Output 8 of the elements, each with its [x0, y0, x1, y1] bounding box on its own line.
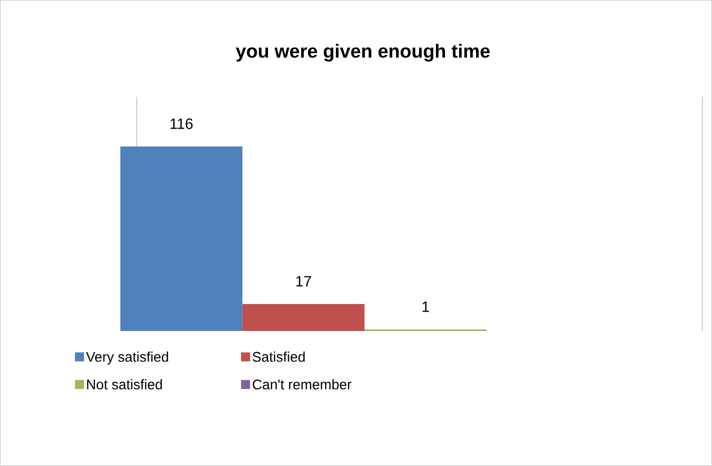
legend-label: Very satisfied [86, 352, 168, 365]
legend-label: Satisfied [252, 352, 305, 362]
data-label: 17 [296, 276, 312, 287]
data-label: 1 [422, 302, 429, 312]
legend-label: Can't remember [252, 379, 352, 390]
chart-title: you were given enough time [236, 44, 490, 62]
data-label: 116 [170, 118, 193, 130]
legend-label: Not satisfied [87, 379, 162, 390]
